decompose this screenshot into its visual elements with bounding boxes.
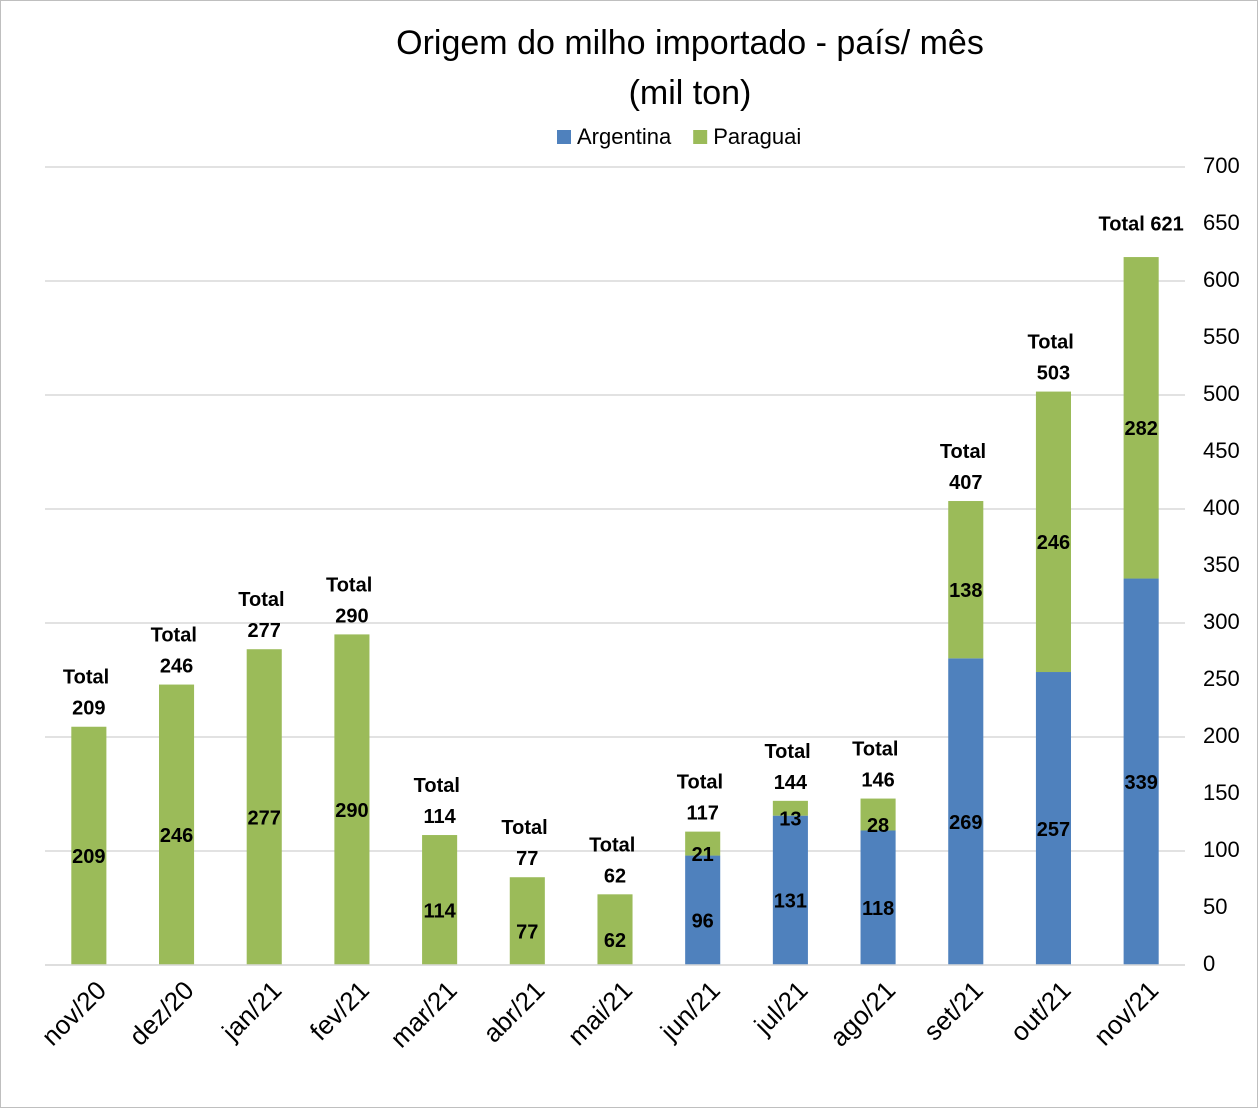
y-tick-label: 50 (1203, 894, 1227, 919)
value-label: 13 (779, 809, 801, 831)
y-tick-label: 400 (1203, 495, 1240, 520)
value-label: 62 (604, 930, 626, 952)
y-tick-label: 600 (1203, 267, 1240, 292)
value-label: 28 (867, 815, 889, 837)
value-label: 96 (692, 911, 714, 933)
total-label: Total 114 (414, 775, 466, 828)
value-label: 21 (692, 844, 714, 866)
value-label: 282 (1124, 418, 1157, 440)
y-tick-label: 650 (1203, 210, 1240, 235)
value-label: 269 (949, 812, 982, 834)
value-label: 246 (1037, 532, 1070, 554)
value-label: 77 (516, 921, 538, 943)
y-tick-label: 250 (1203, 666, 1240, 691)
bar-segment (1123, 257, 1159, 579)
chart-title: Origem do milho importado - país/ mês (396, 24, 984, 62)
bar-segment (334, 634, 370, 965)
bar-segment (772, 800, 808, 816)
bar-segment (948, 501, 984, 659)
bar-segment (860, 830, 896, 965)
total-label: Total 277 (238, 590, 290, 643)
total-label: Total 62 (589, 835, 641, 888)
y-tick-label: 200 (1203, 723, 1240, 748)
total-label: Total 503 (1028, 332, 1080, 385)
bar-segment (246, 649, 282, 965)
value-label: 118 (862, 898, 894, 920)
total-label: Total 621 (1099, 213, 1184, 235)
chart-subtitle: (mil ton) (629, 74, 752, 112)
bar-segment (685, 831, 721, 856)
bar-segment (860, 798, 896, 831)
y-tick-label: 550 (1203, 324, 1240, 349)
bar-segment (772, 815, 808, 965)
value-label: 209 (72, 846, 105, 868)
bar-segment (685, 855, 721, 965)
bar-segment (1123, 578, 1159, 965)
value-label: 290 (335, 800, 368, 822)
value-label: 138 (949, 580, 982, 602)
legend-swatch (693, 130, 708, 144)
total-label: Total 407 (940, 441, 992, 494)
total-label: Total 246 (151, 625, 203, 678)
bar-segment (948, 658, 984, 965)
y-tick-label: 0 (1203, 951, 1215, 976)
legend-label: Paraguai (713, 124, 801, 149)
y-tick-label: 350 (1203, 552, 1240, 577)
y-tick-label: 100 (1203, 837, 1240, 862)
value-label: 277 (248, 807, 281, 829)
total-label: Total 290 (326, 575, 378, 628)
y-tick-label: 500 (1203, 381, 1240, 406)
bar-segment (1035, 672, 1071, 965)
value-label: 131 (774, 891, 807, 913)
legend-swatch (557, 130, 571, 144)
value-label: 339 (1124, 772, 1157, 794)
bar-segment (1035, 391, 1071, 673)
y-tick-label: 300 (1203, 609, 1240, 634)
total-label: Total 146 (852, 739, 904, 792)
total-label: Total 209 (63, 667, 115, 720)
bar-segment (422, 835, 458, 965)
total-label: Total 144 (764, 741, 816, 794)
value-label: 257 (1037, 819, 1070, 841)
bar-segment (509, 877, 545, 965)
total-label: Total 77 (501, 818, 553, 871)
legend-label: Argentina (577, 124, 672, 149)
total-label: Total 117 (677, 772, 729, 825)
bar-segment (159, 684, 195, 965)
y-tick-label: 450 (1203, 438, 1240, 463)
bar-segment (71, 726, 107, 965)
value-label: 114 (423, 900, 456, 922)
y-tick-label: 700 (1203, 153, 1240, 178)
y-tick-label: 150 (1203, 780, 1240, 805)
value-label: 246 (160, 825, 193, 847)
bar-segment (597, 894, 633, 965)
